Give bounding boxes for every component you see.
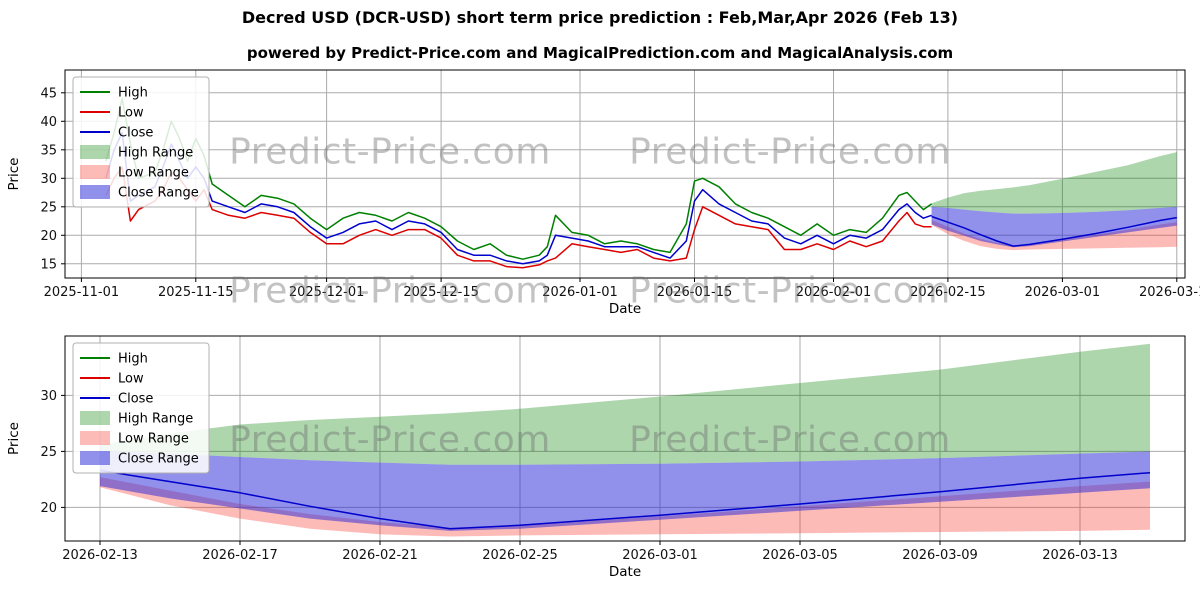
svg-text:25: 25 <box>40 200 57 215</box>
svg-text:Close Range: Close Range <box>118 452 199 467</box>
svg-text:2025-11-15: 2025-11-15 <box>158 285 234 300</box>
svg-text:Date: Date <box>609 564 641 580</box>
svg-text:2026-01-15: 2026-01-15 <box>657 285 733 300</box>
price-history-chart: 15 20 25 30 35 40 45 2025-11-01 2025-11-15 2025-1… <box>6 69 1200 317</box>
svg-text:High: High <box>118 352 148 367</box>
svg-text:Close: Close <box>118 392 153 407</box>
svg-text:2026-03-09: 2026-03-09 <box>902 548 978 563</box>
chart-subtitle: powered by Predict-Price.com and Magical… <box>246 44 954 62</box>
svg-text:15: 15 <box>40 257 57 272</box>
svg-text:Price: Price <box>6 422 22 455</box>
svg-text:2026-02-25: 2026-02-25 <box>482 548 558 563</box>
svg-text:40: 40 <box>40 115 57 130</box>
svg-text:30: 30 <box>40 172 57 187</box>
svg-text:High: High <box>118 86 148 101</box>
svg-text:20: 20 <box>40 501 57 516</box>
svg-text:2026-03-13: 2026-03-13 <box>1042 548 1118 563</box>
svg-text:2026-03-05: 2026-03-05 <box>762 548 838 563</box>
svg-text:Close Range: Close Range <box>118 186 199 201</box>
svg-text:2025-12-01: 2025-12-01 <box>289 285 365 300</box>
svg-text:20: 20 <box>40 229 57 244</box>
svg-text:2026-03-01: 2026-03-01 <box>622 548 698 563</box>
svg-text:Low Range: Low Range <box>118 432 189 447</box>
prediction-zoom-chart: 20 25 30 2026-02-13 2026-02-17 2026-02-21 2026… <box>6 335 1186 580</box>
svg-text:2025-11-01: 2025-11-01 <box>44 285 120 300</box>
svg-text:Price: Price <box>6 158 22 191</box>
svg-text:30: 30 <box>40 389 57 404</box>
svg-text:2026-02-15: 2026-02-15 <box>910 285 986 300</box>
svg-text:2026-01-01: 2026-01-01 <box>542 285 618 300</box>
svg-text:Low Range: Low Range <box>118 166 189 181</box>
svg-text:2026-02-17: 2026-02-17 <box>202 548 278 563</box>
chart-title: Decred USD (DCR-USD) short term price pr… <box>241 8 959 27</box>
svg-text:45: 45 <box>40 86 57 101</box>
svg-text:2026-02-13: 2026-02-13 <box>62 548 138 563</box>
svg-text:2025-12-15: 2025-12-15 <box>403 285 479 300</box>
svg-text:35: 35 <box>40 143 57 158</box>
svg-text:2026-03-15: 2026-03-15 <box>1139 285 1200 300</box>
svg-text:2026-03-01: 2026-03-01 <box>1025 285 1101 300</box>
svg-text:Low: Low <box>118 106 144 121</box>
svg-text:Date: Date <box>609 301 641 317</box>
svg-text:High Range: High Range <box>118 412 193 427</box>
svg-text:25: 25 <box>40 445 57 460</box>
svg-text:Low: Low <box>118 372 144 387</box>
svg-text:2026-02-01: 2026-02-01 <box>796 285 872 300</box>
svg-text:High Range: High Range <box>118 146 193 161</box>
svg-text:Close: Close <box>118 126 153 141</box>
svg-text:2026-02-21: 2026-02-21 <box>342 548 418 563</box>
